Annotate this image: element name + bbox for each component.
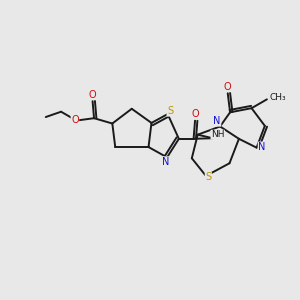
Text: S: S <box>167 106 173 116</box>
Text: N: N <box>162 157 169 167</box>
Text: CH₃: CH₃ <box>269 93 286 102</box>
Text: O: O <box>224 82 232 92</box>
Text: O: O <box>89 90 96 100</box>
Text: NH: NH <box>211 130 224 139</box>
Text: O: O <box>191 109 199 119</box>
Text: S: S <box>205 172 212 182</box>
Text: N: N <box>213 116 221 126</box>
Text: O: O <box>71 115 79 125</box>
Text: N: N <box>258 142 266 152</box>
